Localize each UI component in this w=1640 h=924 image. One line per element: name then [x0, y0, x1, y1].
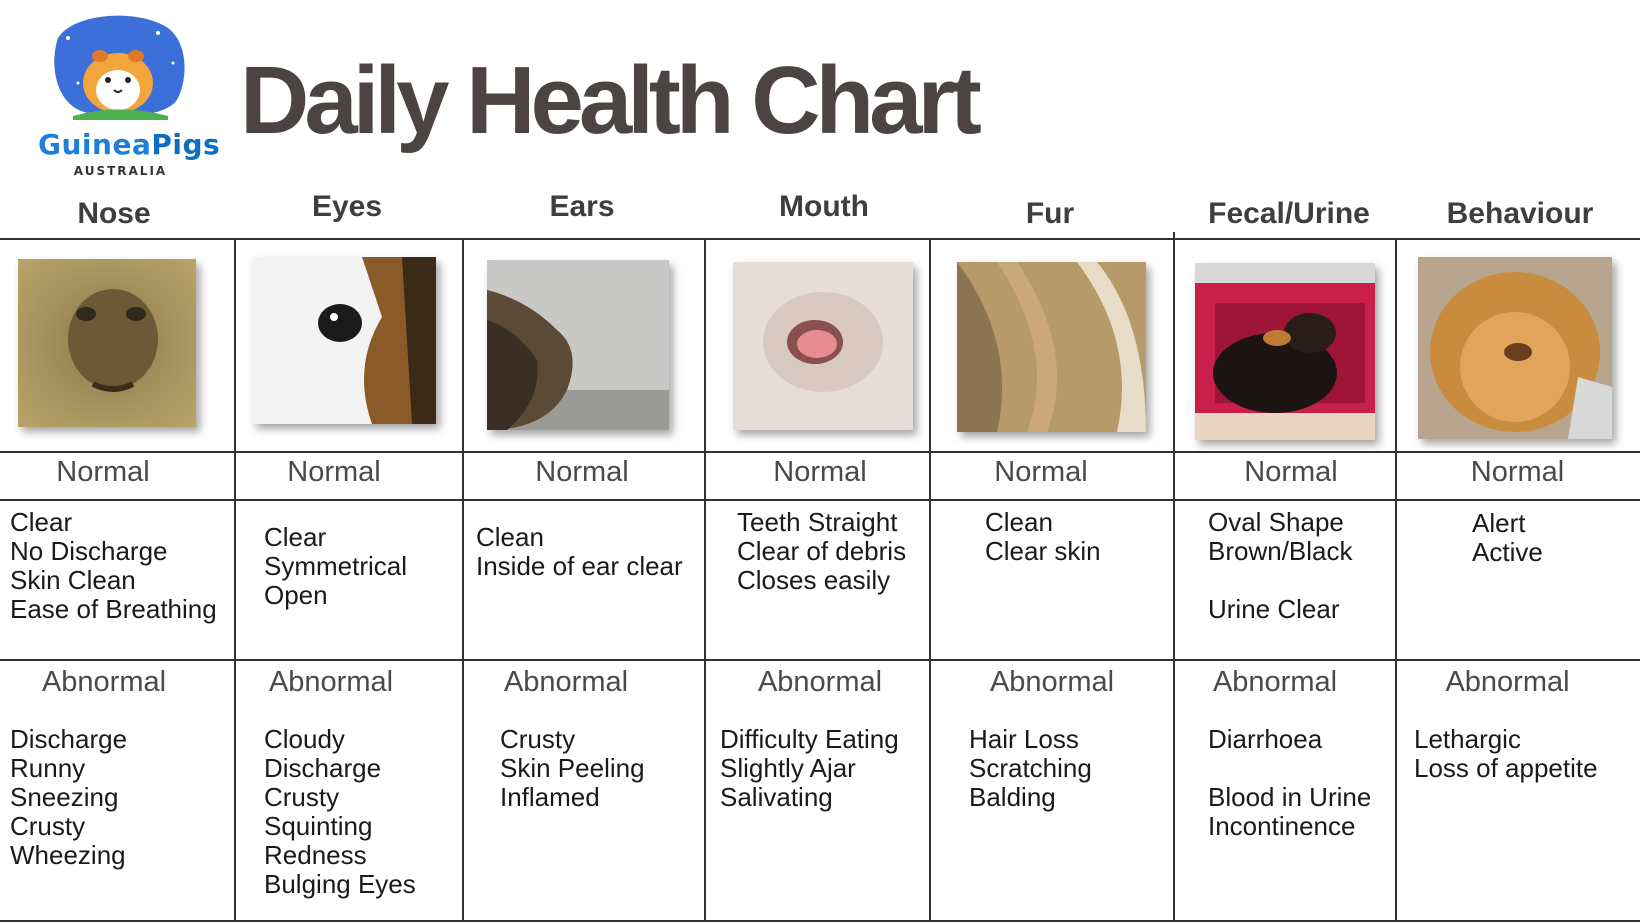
- nose-abnormal-label: Abnormal: [41, 666, 167, 698]
- nose-photo: [18, 259, 196, 427]
- guinea-pig-logo-icon: [54, 15, 185, 120]
- nose-normal-items: Clear No Discharge Skin Clean Ease of Br…: [10, 507, 217, 624]
- behaviour-normal-label: Normal: [1470, 456, 1565, 488]
- ears-normal-items: Clean Inside of ear clear: [476, 522, 683, 581]
- behaviour-photo: [1418, 257, 1612, 439]
- fecal-urine-photo: [1195, 263, 1375, 440]
- ears-normal-label: Normal: [535, 456, 629, 488]
- table-bottom-border: [0, 920, 1640, 922]
- behaviour-abnormal-label: Abnormal: [1445, 666, 1570, 698]
- fecal-urine-abnormal-items: Diarrhoea Blood in Urine Incontinence: [1208, 724, 1372, 841]
- fecal-urine-normal-label: Normal: [1244, 456, 1338, 488]
- fur-photo: [957, 262, 1146, 432]
- ears-photo: [487, 260, 669, 430]
- guinea-pig-cage-photo-icon: [1195, 263, 1375, 440]
- mouth-abnormal-items: Difficulty Eating Slightly Ajar Salivati…: [720, 724, 899, 812]
- nose-normal-label: Normal: [56, 456, 150, 488]
- logo-brand-guinea: Guinea: [38, 128, 152, 161]
- eyes-photo: [252, 257, 436, 424]
- fecal-urine-normal-items: Oval Shape Brown/Black Urine Clear: [1208, 507, 1353, 624]
- header-behaviour: Behaviour: [1446, 197, 1594, 230]
- guinea-pig-ear-photo-icon: [487, 260, 669, 430]
- row-divider-abnormal: [0, 659, 1640, 661]
- guinea-pig-fur-photo-icon: [957, 262, 1146, 432]
- logo-brand-pigs: Pigs: [151, 128, 221, 161]
- eyes-normal-items: Clear Symmetrical Open: [264, 522, 408, 610]
- guinea-pig-mouth-photo-icon: [733, 262, 913, 430]
- col-divider-1: [234, 238, 236, 922]
- col-divider-2: [462, 238, 464, 922]
- col-divider-6: [1395, 238, 1397, 922]
- page-title: Daily Health Chart: [240, 47, 982, 154]
- row-divider-status: [0, 451, 1640, 453]
- guinea-pig-nose-photo-icon: [18, 259, 196, 427]
- row-divider-normal: [0, 499, 1640, 501]
- logo-subtitle: AUSTRALIA: [73, 164, 168, 178]
- header-mouth: Mouth: [779, 190, 869, 223]
- mouth-abnormal-label: Abnormal: [757, 666, 883, 698]
- guinea-pig-eye-photo-icon: [252, 257, 436, 424]
- guinea-pigs-australia-logo: GuineaPigs AUSTRALIA: [28, 8, 220, 178]
- col-divider-5: [1173, 232, 1175, 922]
- fecal-urine-abnormal-label: Abnormal: [1212, 666, 1338, 698]
- fur-normal-label: Normal: [994, 456, 1088, 488]
- header-nose: Nose: [77, 197, 151, 230]
- behaviour-normal-items: Alert Active: [1472, 508, 1543, 567]
- col-divider-3: [704, 238, 706, 922]
- header-fecal-urine: Fecal/Urine: [1208, 197, 1370, 230]
- eyes-abnormal-label: Abnormal: [268, 666, 394, 698]
- mouth-normal-items: Teeth Straight Clear of debris Closes ea…: [737, 507, 907, 595]
- ears-abnormal-items: Crusty Skin Peeling Inflamed: [500, 724, 645, 812]
- fur-abnormal-label: Abnormal: [989, 666, 1115, 698]
- eyes-abnormal-items: Cloudy Discharge Crusty Squinting Rednes…: [264, 724, 416, 899]
- header-ears: Ears: [549, 190, 615, 223]
- table-top-border: [0, 238, 1640, 240]
- fur-normal-items: Clean Clear skin: [985, 507, 1101, 566]
- header-eyes: Eyes: [311, 190, 383, 223]
- mouth-normal-label: Normal: [773, 456, 867, 488]
- header-fur: Fur: [1025, 197, 1075, 230]
- mouth-photo: [733, 262, 913, 430]
- nose-abnormal-items: Discharge Runny Sneezing Crusty Wheezing: [10, 724, 128, 870]
- fur-abnormal-items: Hair Loss Scratching Balding: [969, 724, 1092, 812]
- col-divider-4: [929, 238, 931, 922]
- eyes-normal-label: Normal: [287, 456, 381, 488]
- ears-abnormal-label: Abnormal: [503, 666, 629, 698]
- behaviour-abnormal-items: Lethargic Loss of appetite: [1414, 724, 1598, 783]
- guinea-pig-face-photo-icon: [1418, 257, 1612, 439]
